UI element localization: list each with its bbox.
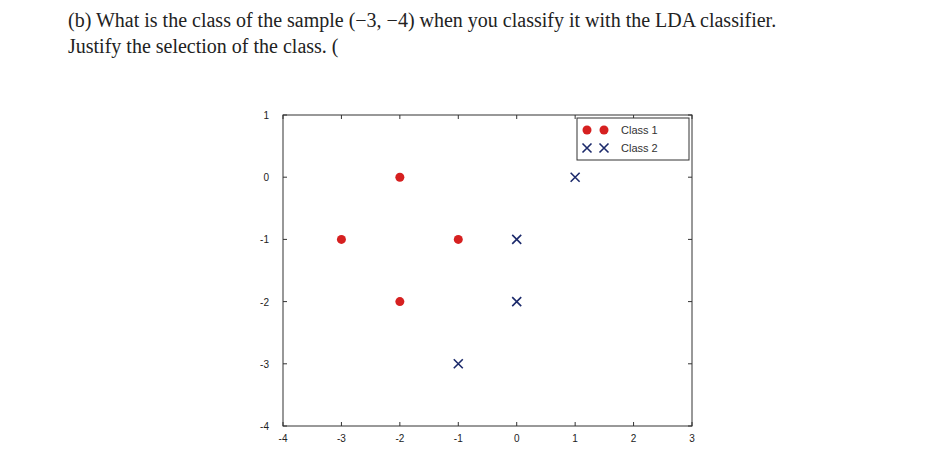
- x-tick: [399, 115, 400, 119]
- plot-frame: [283, 115, 692, 426]
- x-tick: [692, 115, 693, 119]
- y-tick-label: -4: [260, 421, 269, 432]
- y-tick: [283, 115, 287, 116]
- page: (b) What is the class of the sample (−3,…: [0, 0, 948, 464]
- point: [337, 235, 346, 244]
- x-tick: [341, 115, 342, 119]
- y-tick: [283, 426, 287, 427]
- y-tick: [283, 301, 287, 302]
- x-tick-label: 1: [572, 433, 578, 444]
- x-tick: [516, 115, 517, 119]
- x-tick: [283, 422, 284, 426]
- point: [512, 297, 521, 306]
- y-tick: [688, 363, 692, 364]
- x-tick: [692, 422, 693, 426]
- x-tick-label: 0: [514, 433, 520, 444]
- y-tick-label: 1: [263, 110, 269, 121]
- x-tick: [399, 422, 400, 426]
- legend-marker: [600, 144, 609, 153]
- x-tick: [283, 115, 284, 119]
- y-tick-label: -2: [260, 297, 269, 308]
- y-tick-label: -3: [260, 359, 269, 370]
- points: [337, 173, 580, 369]
- legend-box: [577, 118, 689, 160]
- x-tick-label: -1: [454, 433, 463, 444]
- point: [395, 173, 404, 182]
- point: [454, 359, 463, 368]
- x-tick-label: -3: [337, 433, 346, 444]
- x-tick: [458, 115, 459, 119]
- point: [454, 235, 463, 244]
- legend-label: Class 1: [621, 124, 658, 136]
- legend-marker: [583, 126, 592, 135]
- y-tick-label: -1: [260, 234, 269, 245]
- y-tick: [688, 426, 692, 427]
- legend-marker: [583, 144, 592, 153]
- chart: (b) What is the class of the sample (−3,…: [0, 0, 948, 464]
- x-tick: [341, 422, 342, 426]
- subtitle: Justify the selection of the class. (: [68, 35, 339, 58]
- y-tick: [688, 115, 692, 116]
- y-tick: [688, 301, 692, 302]
- y-tick: [688, 239, 692, 240]
- y-tick: [283, 239, 287, 240]
- legend: Class 1 Class 2: [577, 118, 689, 160]
- x-tick-label: -2: [395, 433, 404, 444]
- x-tick: [575, 115, 576, 119]
- legend-label: Class 2: [621, 142, 658, 154]
- y-tick-label: 0: [263, 172, 269, 183]
- y-tick: [283, 177, 287, 178]
- x-tick-label: 2: [631, 433, 637, 444]
- point: [512, 235, 521, 244]
- x-tick: [633, 422, 634, 426]
- x-tick: [516, 422, 517, 426]
- y-tick: [688, 177, 692, 178]
- y-tick: [283, 363, 287, 364]
- legend-marker: [600, 126, 609, 135]
- x-tick: [458, 422, 459, 426]
- x-tick-label: -4: [279, 433, 288, 444]
- point: [571, 173, 580, 182]
- title: (b) What is the class of the sample (−3,…: [68, 9, 776, 32]
- x-tick-label: 3: [689, 433, 695, 444]
- point: [395, 297, 404, 306]
- x-tick: [575, 422, 576, 426]
